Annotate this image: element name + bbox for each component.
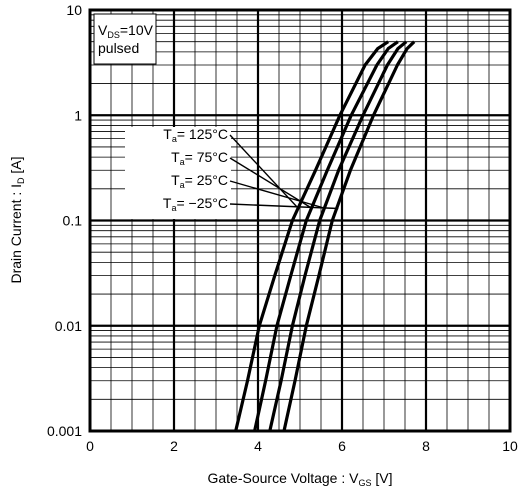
- x-tick-label: 2: [170, 438, 178, 454]
- condition-line-1: VDS=10V: [98, 22, 154, 40]
- legend: Ta= 125°C Ta= 75°C Ta= 25°C Ta= −25°C: [125, 126, 339, 219]
- series-line: [253, 40, 399, 432]
- y-tick-label: 0.001: [47, 423, 82, 439]
- series-line: [234, 40, 390, 432]
- y-tick-label: 10: [66, 2, 82, 18]
- plot-frame: [88, 8, 512, 433]
- legend-label: Ta= 25°C: [171, 172, 228, 190]
- legend-label: Ta= 75°C: [171, 149, 228, 167]
- tick-labels: 0 2 4 6 8 10 0.001 0.01 0.1 1 10: [47, 2, 518, 454]
- x-tick-label: 8: [422, 438, 430, 454]
- curves: [234, 40, 416, 432]
- condition-line-2: pulsed: [98, 40, 139, 56]
- legend-label: Ta= 125°C: [163, 126, 228, 144]
- x-axis-title: Gate-Source Voltage : VGS [V]: [207, 470, 392, 488]
- y-tick-label: 0.1: [63, 213, 83, 229]
- series-line: [268, 40, 408, 432]
- x-tick-label: 0: [86, 438, 94, 454]
- condition-box: VDS=10V pulsed: [93, 13, 157, 65]
- y-axis-title: Drain Current : ID [A]: [8, 156, 26, 283]
- legend-label: Ta= −25°C: [163, 195, 228, 213]
- y-tick-label: 0.01: [55, 318, 82, 334]
- x-tick-label: 4: [254, 438, 262, 454]
- legend-leader-line: [229, 180, 326, 210]
- legend-leader-line: [229, 134, 299, 209]
- legend-leader-line: [229, 203, 339, 210]
- series-line: [282, 40, 416, 432]
- x-tick-label: 10: [502, 438, 518, 454]
- y-tick-label: 1: [74, 107, 82, 123]
- x-tick-label: 6: [338, 438, 346, 454]
- grid: [88, 10, 512, 433]
